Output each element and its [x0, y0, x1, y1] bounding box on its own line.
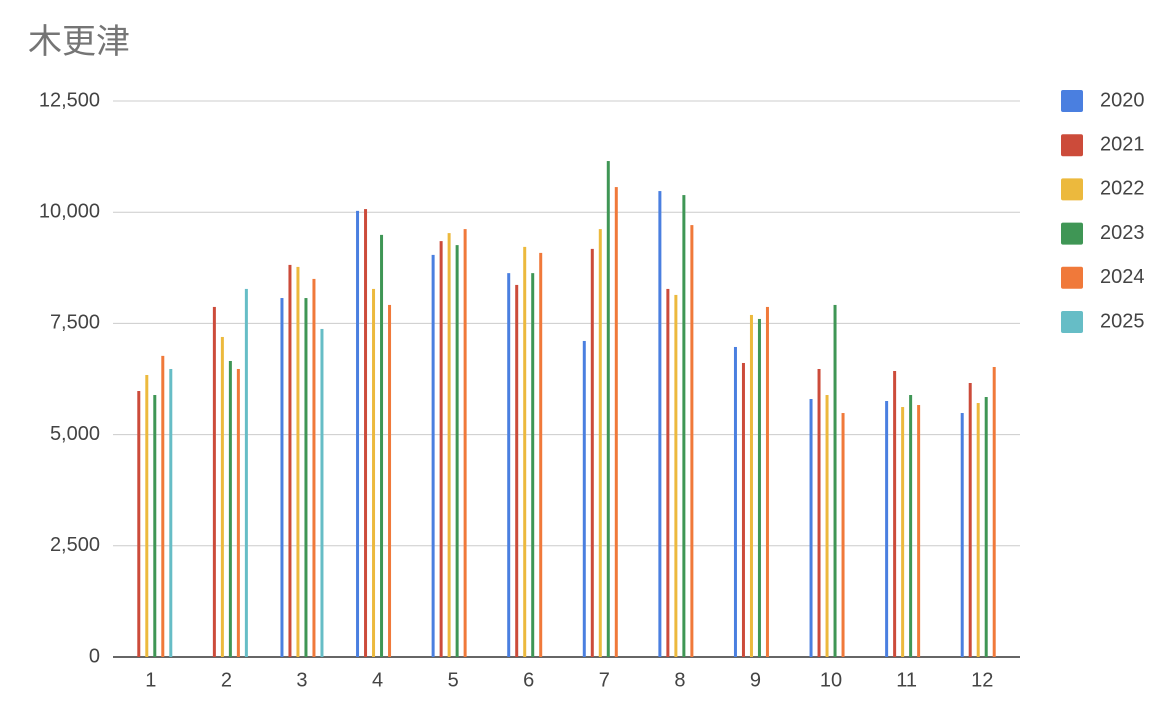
bar — [909, 395, 913, 657]
bar — [447, 233, 451, 658]
x-tick-label: 3 — [296, 669, 307, 691]
bar — [523, 246, 527, 657]
legend-label: 2023 — [1100, 222, 1145, 244]
bar — [984, 397, 988, 657]
bar — [145, 374, 149, 657]
bar — [666, 288, 670, 657]
bar — [304, 298, 308, 657]
bar — [885, 401, 889, 657]
bar — [658, 191, 662, 657]
bar — [380, 234, 384, 657]
bar — [968, 383, 972, 657]
bar — [809, 399, 813, 657]
bar — [682, 195, 686, 657]
bar — [757, 318, 761, 657]
x-tick-label: 11 — [896, 669, 917, 691]
bar — [690, 225, 694, 658]
x-tick-label: 7 — [599, 669, 610, 691]
bar — [280, 298, 284, 657]
bar — [598, 229, 602, 657]
bar — [236, 368, 240, 657]
bar — [364, 209, 368, 657]
x-tick-label: 12 — [971, 669, 993, 691]
bar — [893, 370, 897, 657]
bar — [161, 355, 165, 657]
bar — [733, 346, 737, 657]
bar — [507, 273, 511, 657]
bar — [976, 403, 980, 657]
bar — [765, 306, 769, 657]
bar — [590, 248, 594, 657]
bar — [431, 254, 435, 657]
legend-swatch — [1061, 134, 1083, 157]
bar — [228, 360, 232, 657]
bar — [582, 340, 586, 657]
bar — [606, 161, 610, 657]
bar — [169, 368, 173, 657]
bar — [463, 229, 467, 657]
bar — [674, 294, 678, 657]
bar — [917, 405, 921, 657]
legend-swatch — [1061, 90, 1083, 112]
y-tick-label: 0 — [89, 645, 100, 667]
x-tick-label: 1 — [145, 669, 156, 691]
y-tick-label: 2,500 — [50, 534, 100, 556]
bar — [388, 304, 392, 657]
y-tick-label: 12,500 — [39, 89, 100, 111]
bar — [455, 245, 459, 657]
bar — [137, 391, 141, 657]
bar — [825, 395, 829, 657]
x-tick-label: 6 — [523, 669, 534, 691]
bar — [833, 304, 837, 657]
chart-title: 木更津 — [28, 23, 130, 61]
y-tick-label: 7,500 — [50, 312, 100, 334]
bar — [992, 366, 996, 657]
x-tick-label: 10 — [820, 669, 842, 691]
bar — [153, 395, 157, 657]
bar — [244, 288, 248, 657]
legend-swatch — [1061, 311, 1083, 333]
bar — [539, 252, 543, 657]
bar — [960, 413, 964, 657]
legend-swatch — [1061, 266, 1083, 289]
bar — [515, 284, 519, 657]
x-tick-label: 4 — [372, 669, 383, 691]
x-tick-label: 9 — [750, 669, 761, 691]
bar — [901, 407, 905, 657]
x-tick-label: 5 — [448, 669, 459, 691]
bar — [614, 187, 618, 658]
bar — [439, 241, 443, 657]
bar — [356, 210, 360, 657]
bar — [212, 306, 216, 657]
bar — [372, 288, 376, 657]
bar — [288, 264, 292, 657]
legend-label: 2020 — [1100, 89, 1145, 111]
bar — [296, 266, 300, 657]
y-tick-label: 5,000 — [50, 423, 100, 445]
legend-swatch — [1061, 178, 1083, 201]
bar — [531, 273, 535, 657]
x-tick-label: 2 — [221, 669, 232, 691]
bar — [312, 278, 316, 657]
x-tick-label: 8 — [674, 669, 685, 691]
y-tick-label: 10,000 — [39, 200, 100, 222]
legend-label: 2021 — [1100, 133, 1145, 155]
bar — [749, 314, 753, 657]
legend-label: 2024 — [1100, 266, 1145, 288]
bar — [741, 362, 745, 657]
bar — [817, 368, 821, 657]
legend-swatch — [1061, 222, 1083, 245]
bar — [220, 336, 224, 657]
legend-label: 2025 — [1100, 310, 1145, 332]
bar — [320, 328, 324, 657]
bar — [841, 413, 845, 657]
legend-label: 2022 — [1100, 178, 1145, 200]
